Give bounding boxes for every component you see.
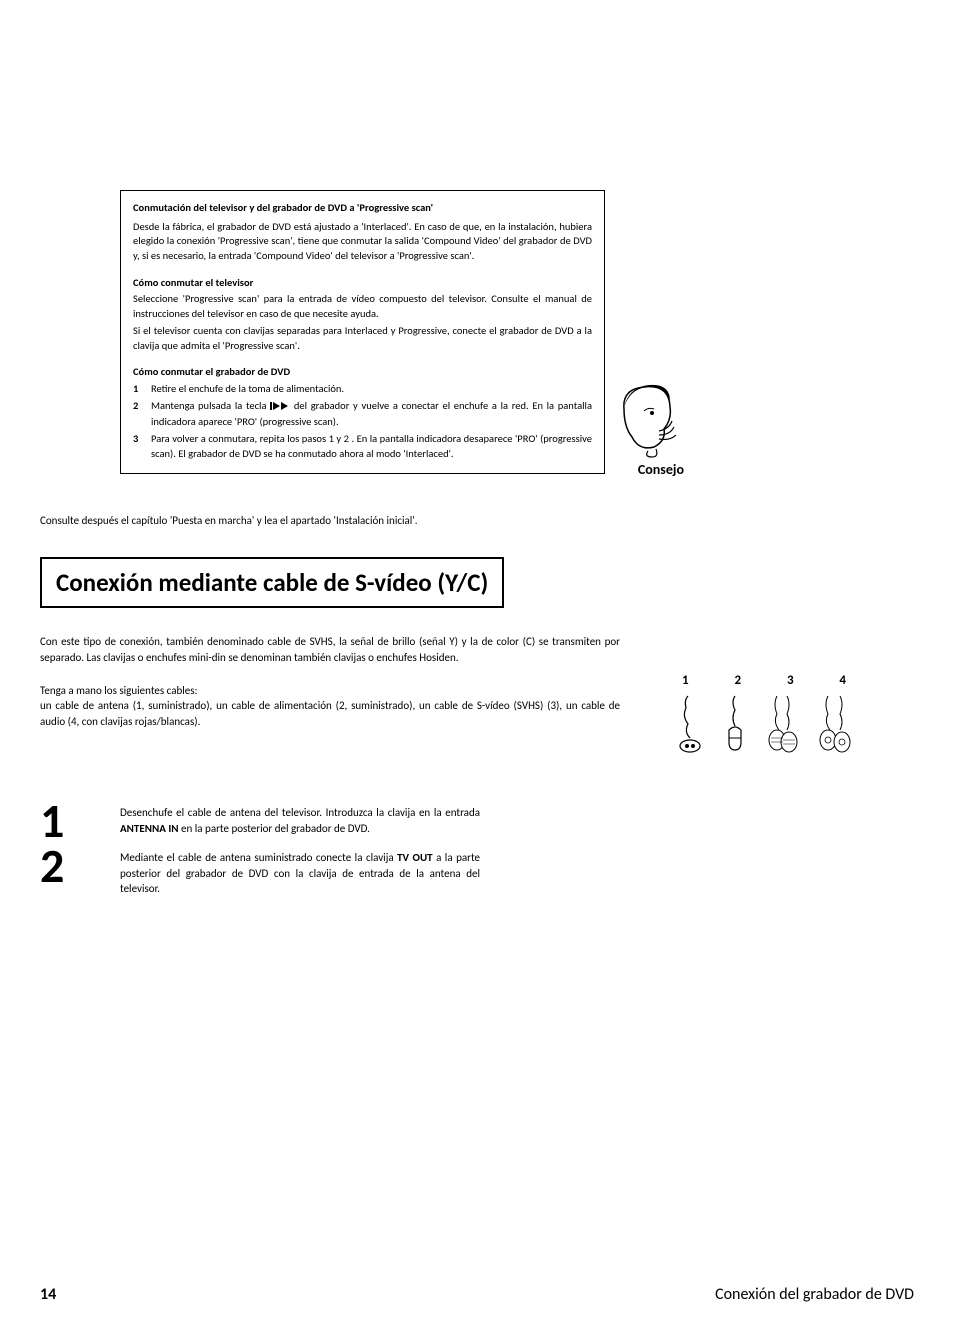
intro-paragraph: Con este tipo de conexión, también denom… <box>40 634 620 665</box>
tip-step-1: 1 Retire el enchufe de la toma de alimen… <box>133 382 592 397</box>
tip-step-num: 1 <box>133 382 151 397</box>
cable-text: Tenga a mano los siguientes cables: un c… <box>40 683 620 729</box>
step-text-bold: TV OUT <box>397 851 433 864</box>
cable-num-3: 3 <box>787 673 794 688</box>
section-heading: Conexión mediante cable de S-vídeo (Y/C) <box>56 567 488 598</box>
page-number: 14 <box>40 1285 56 1304</box>
tip-ordered-list: 1 Retire el enchufe de la toma de alimen… <box>133 382 592 461</box>
tip-subhead-tv: Cómo conmutar el televisor <box>133 276 592 291</box>
previous-track-icon <box>270 401 290 416</box>
step-text-before: Mediante el cable de antena suministrado… <box>120 851 397 864</box>
cables-list: un cable de antena (1, suministrado), un… <box>40 698 620 729</box>
tip-step-text: Mantenga pulsada la tecla del grabador y… <box>151 399 592 430</box>
tip-title: Conmutación del televisor y del grabador… <box>133 201 592 216</box>
tip-text-tv-b: Si el televisor cuenta con clavijas sepa… <box>133 324 592 353</box>
tip-step-text: Para volver a conmutara, repita los paso… <box>151 432 592 461</box>
tip-step-num: 3 <box>133 432 151 461</box>
section-heading-box: Conexión mediante cable de S-vídeo (Y/C) <box>40 557 504 608</box>
tip-step-num: 2 <box>133 399 151 430</box>
tip-step-2: 2 Mantenga pulsada la tecla del grabador… <box>133 399 592 430</box>
tip-face-icon <box>614 379 684 464</box>
step-text: Desenchufe el cable de antena del televi… <box>120 799 480 836</box>
cable-num-2: 2 <box>734 673 741 688</box>
tip-subhead-dvd: Cómo conmutar el grabador de DVD <box>133 365 592 380</box>
tip-step-text-before: Mantenga pulsada la tecla <box>151 399 270 412</box>
antenna-cable-icon <box>674 694 706 754</box>
tip-label: Consejo <box>638 460 684 480</box>
cable-row: Tenga a mano los siguientes cables: un c… <box>40 683 914 729</box>
tip-box: Conmutación del televisor y del grabador… <box>120 190 605 474</box>
steps: 1 Desenchufe el cable de antena del tele… <box>40 799 914 896</box>
cable-nums: 1 2 3 4 <box>674 673 854 688</box>
tip-step-text: Retire el enchufe de la toma de alimenta… <box>151 382 592 397</box>
page-footer: 14 Conexión del grabador de DVD <box>40 1285 914 1304</box>
tip-text-tv-a: Seleccione 'Progressive scan' para la en… <box>133 292 592 321</box>
tip-step-3: 3 Para volver a conmutara, repita los pa… <box>133 432 592 461</box>
step-text-bold: ANTENNA IN <box>120 822 179 835</box>
cable-figure: 1 2 3 4 <box>674 673 854 754</box>
cables-intro: Tenga a mano los siguientes cables: <box>40 683 620 698</box>
step-number: 2 <box>40 844 120 887</box>
cable-num-1: 1 <box>682 673 689 688</box>
tip-para-1: Desde la fábrica, el grabador de DVD est… <box>133 220 592 264</box>
chapter-title: Conexión del grabador de DVD <box>715 1285 914 1304</box>
power-cable-icon <box>719 694 751 754</box>
cable-num-4: 4 <box>839 673 846 688</box>
audio-cable-icon <box>816 694 854 754</box>
step-1: 1 Desenchufe el cable de antena del tele… <box>40 799 914 842</box>
svideo-cable-icon <box>765 694 803 754</box>
step-text: Mediante el cable de antena suministrado… <box>120 844 480 896</box>
step-2: 2 Mediante el cable de antena suministra… <box>40 844 914 896</box>
step-text-before: Desenchufe el cable de antena del televi… <box>120 806 480 819</box>
step-text-after: en la parte posterior del grabador de DV… <box>179 822 370 835</box>
consult-text: Consulte después el capítulo 'Puesta en … <box>40 514 914 527</box>
